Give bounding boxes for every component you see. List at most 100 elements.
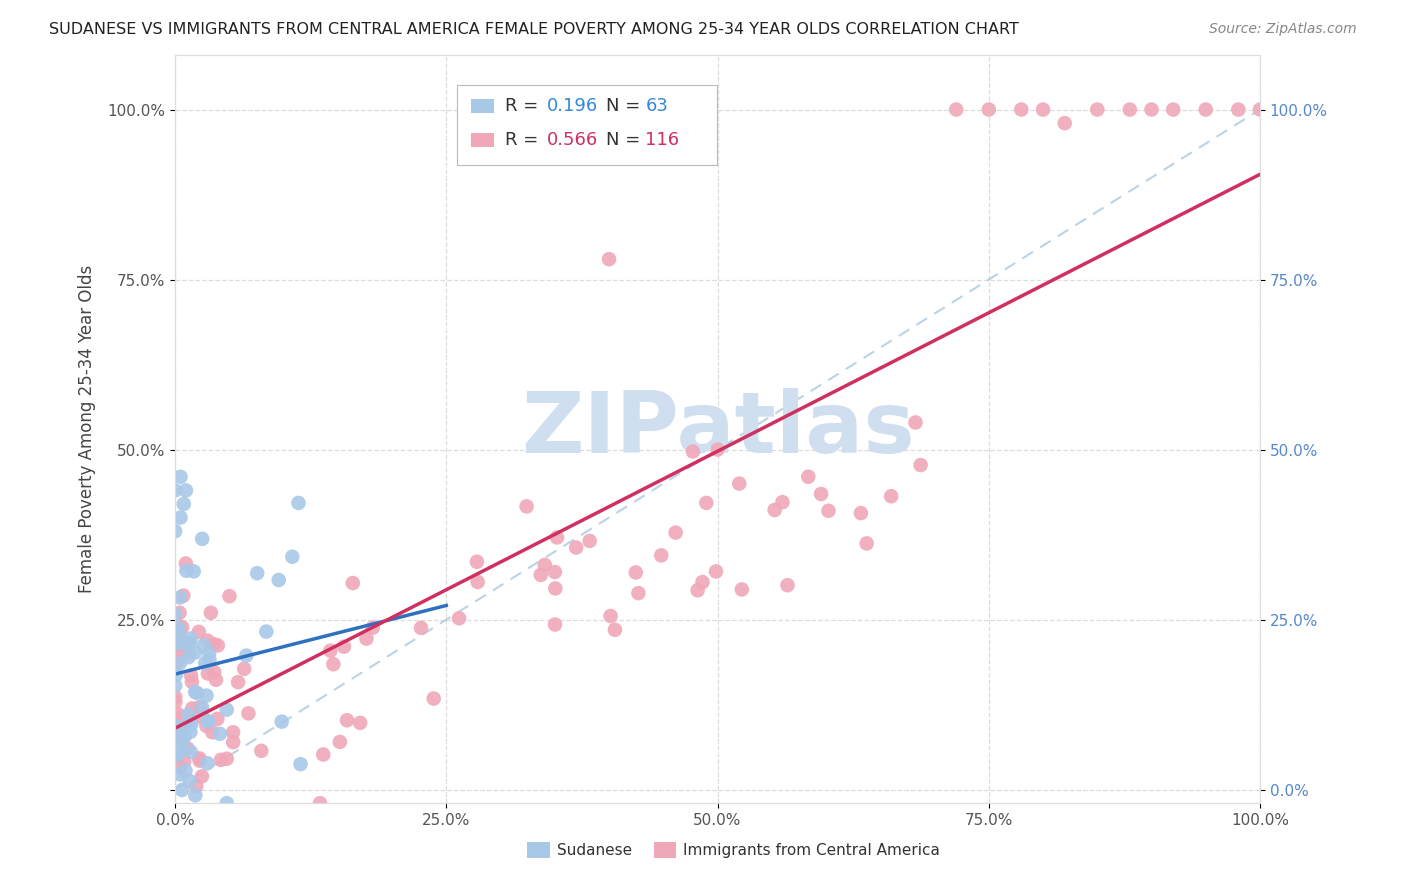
Point bbox=[173, 755, 195, 769]
Point bbox=[238, 706, 260, 721]
Point bbox=[166, 654, 188, 668]
Point bbox=[207, 712, 229, 726]
Text: 0.196: 0.196 bbox=[547, 97, 598, 115]
Point bbox=[174, 764, 197, 778]
Point bbox=[361, 621, 384, 635]
Point bbox=[904, 416, 927, 430]
Text: 116: 116 bbox=[645, 131, 679, 149]
Point bbox=[165, 730, 187, 744]
Point bbox=[194, 656, 217, 670]
Point bbox=[797, 469, 820, 483]
Point bbox=[167, 637, 190, 651]
Point bbox=[1119, 103, 1142, 117]
Point bbox=[165, 679, 187, 693]
Point bbox=[215, 796, 238, 810]
Y-axis label: Female Poverty Among 25-34 Year Olds: Female Poverty Among 25-34 Year Olds bbox=[79, 265, 96, 593]
Point bbox=[246, 566, 269, 581]
Point bbox=[165, 524, 187, 539]
Point bbox=[731, 582, 754, 597]
Point bbox=[197, 714, 219, 729]
Point bbox=[226, 675, 249, 690]
Point bbox=[222, 725, 245, 739]
Point bbox=[1053, 116, 1076, 130]
Point bbox=[235, 648, 257, 663]
Point bbox=[180, 674, 202, 689]
Point bbox=[177, 645, 200, 659]
Point bbox=[546, 530, 568, 544]
Point bbox=[176, 564, 198, 578]
Point bbox=[356, 632, 378, 646]
Point bbox=[176, 741, 198, 756]
Point bbox=[173, 497, 195, 511]
Point bbox=[167, 621, 190, 635]
Point bbox=[772, 495, 794, 509]
Point bbox=[336, 713, 359, 727]
Point bbox=[165, 624, 187, 638]
Point bbox=[706, 442, 728, 457]
Point bbox=[165, 607, 187, 622]
Point bbox=[200, 606, 222, 620]
Text: Source: ZipAtlas.com: Source: ZipAtlas.com bbox=[1209, 22, 1357, 37]
Point bbox=[169, 624, 191, 638]
Point bbox=[172, 721, 194, 735]
Point bbox=[186, 686, 208, 700]
Point bbox=[165, 483, 187, 498]
Point bbox=[170, 642, 193, 657]
Point bbox=[1195, 103, 1218, 117]
Point bbox=[267, 573, 290, 587]
Point bbox=[183, 565, 205, 579]
Point bbox=[180, 713, 202, 727]
Text: Sudanese: Sudanese bbox=[557, 843, 631, 857]
Point bbox=[169, 729, 191, 743]
Point bbox=[603, 623, 626, 637]
Point bbox=[977, 103, 1000, 117]
Point bbox=[215, 752, 238, 766]
Point bbox=[215, 703, 238, 717]
Point bbox=[166, 626, 188, 640]
Point bbox=[197, 666, 219, 681]
Point bbox=[254, 624, 277, 639]
Point bbox=[172, 710, 194, 724]
Point bbox=[166, 746, 188, 760]
Point bbox=[1161, 103, 1184, 117]
Point bbox=[197, 714, 219, 729]
Point bbox=[880, 489, 903, 503]
Text: 63: 63 bbox=[645, 97, 668, 115]
Text: N =: N = bbox=[606, 131, 645, 149]
Point bbox=[195, 719, 218, 733]
Point bbox=[198, 653, 221, 667]
Point bbox=[173, 721, 195, 735]
Point bbox=[205, 673, 228, 687]
Point bbox=[170, 783, 193, 797]
Point bbox=[166, 719, 188, 733]
Point bbox=[250, 744, 273, 758]
Point bbox=[849, 506, 872, 520]
Point bbox=[174, 483, 197, 498]
Point bbox=[165, 690, 187, 704]
Point bbox=[174, 729, 197, 743]
Point bbox=[188, 751, 211, 765]
Point bbox=[169, 510, 191, 524]
Point bbox=[692, 574, 714, 589]
Point bbox=[624, 566, 647, 580]
Point bbox=[686, 583, 709, 598]
Point bbox=[945, 103, 967, 117]
Point bbox=[165, 639, 187, 653]
Point bbox=[169, 760, 191, 774]
Point bbox=[166, 748, 188, 763]
Point bbox=[177, 650, 200, 665]
Point bbox=[333, 640, 356, 654]
Point bbox=[179, 774, 201, 789]
Point bbox=[165, 668, 187, 682]
Point bbox=[533, 558, 555, 572]
Point bbox=[166, 706, 188, 721]
Point bbox=[776, 578, 799, 592]
Point bbox=[165, 735, 187, 749]
Point bbox=[198, 646, 221, 660]
Point bbox=[342, 576, 364, 591]
Point bbox=[179, 725, 201, 739]
Point bbox=[1227, 103, 1250, 117]
Text: 0.566: 0.566 bbox=[547, 131, 598, 149]
Point bbox=[165, 695, 187, 709]
Point bbox=[193, 638, 215, 652]
